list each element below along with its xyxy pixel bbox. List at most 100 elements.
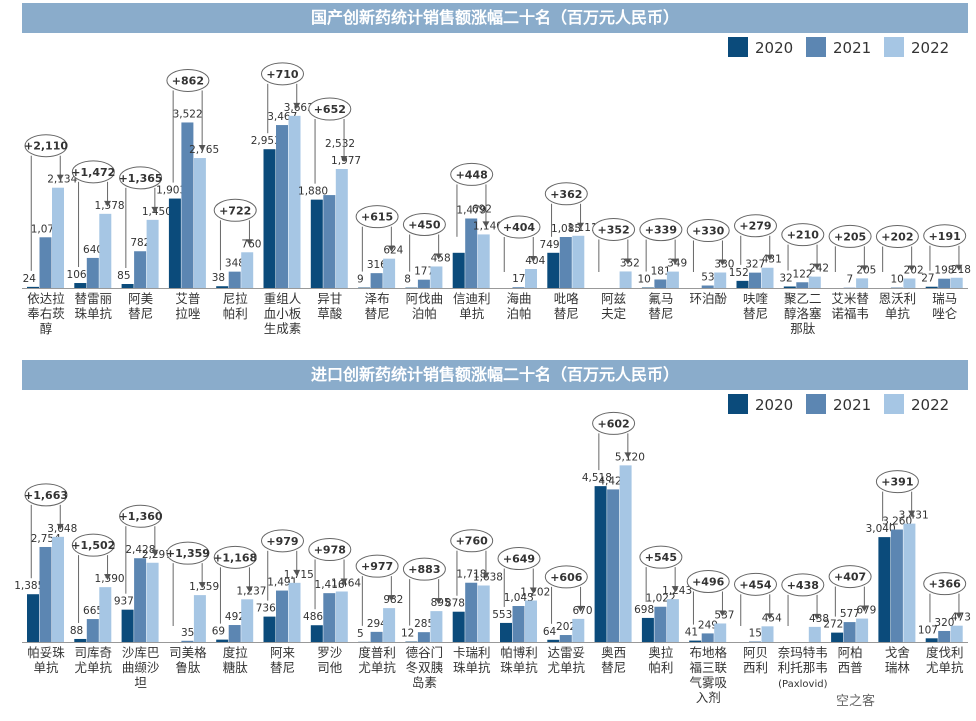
growth-label-16: +438 [787, 579, 819, 592]
bar-2021-5 [276, 590, 288, 642]
value-label-2022-1: 1,578 [95, 200, 125, 212]
category-label-18-line-0: 恩沃利 [879, 291, 917, 306]
value-label-2021-10: 17 [512, 273, 525, 285]
growth-label-17: +205 [834, 230, 866, 243]
value-label-2020-4: 69 [212, 626, 225, 638]
growth-label-2: +1,365 [119, 172, 163, 185]
bar-2021-14 [701, 633, 714, 642]
legend-label-2021: 2021 [833, 396, 871, 414]
bar-2021-5 [276, 125, 288, 289]
category-label-10-line-1: 珠单抗 [500, 660, 538, 675]
category-label-9-line-0: 卡瑞利 [453, 645, 491, 660]
category-label-6-line-0: 异甘 [317, 291, 342, 306]
category-label-3-line-1: 拉唑 [175, 306, 201, 321]
bar-2020-11 [547, 252, 560, 288]
growth-arrow-6 [340, 578, 348, 585]
growth-arrow-11 [577, 605, 585, 612]
category-label-16-line-0: 奈玛特韦 [778, 645, 828, 660]
bar-2021-13 [654, 606, 667, 642]
value-label-2022-5: 3,663 [284, 102, 314, 114]
value-label-2020-3: 1,903 [156, 185, 186, 197]
value-label-2021-7: 294 [367, 618, 387, 630]
category-label-13-line-1: 替尼 [648, 306, 673, 321]
legend-swatch-2021 [806, 37, 826, 57]
domestic-chart-title: 国产创新药统计销售额涨幅二十名（百万元人民币） [22, 3, 968, 33]
category-label-12-line-0: 奥西 [601, 645, 626, 660]
bar-2022-12 [619, 465, 632, 642]
growth-label-10: +404 [503, 221, 536, 234]
bar-2021-9 [465, 218, 478, 288]
bar-2022-6 [335, 591, 348, 642]
value-label-2022-14: 330 [714, 258, 734, 270]
bar-2020-5 [263, 149, 276, 288]
category-label-8-line-1: 泊帕 [412, 306, 437, 321]
growth-arrow-6 [340, 155, 348, 162]
category-label-1-line-0: 替雷丽 [75, 291, 113, 306]
value-label-2020-9: 878 [445, 598, 465, 610]
category-label-12-line-1: 夫定 [601, 306, 626, 321]
bar-2022-13 [666, 599, 679, 642]
bar-2021-9 [465, 582, 478, 642]
category-label-17-line-1: 西普 [838, 660, 863, 675]
category-label-3-line-1: 鲁肽 [175, 660, 201, 675]
growth-bubble-15 [734, 572, 777, 596]
value-label-2022-18: 3,431 [899, 510, 929, 522]
growth-bubble-11 [544, 565, 588, 589]
bar-2020-2 [121, 609, 134, 642]
category-label-19-line-0: 度伐利 [926, 645, 964, 660]
value-label-2020-17: 272 [823, 619, 843, 631]
bar-2020-0 [27, 286, 39, 288]
growth-arrow-8 [435, 598, 443, 605]
category-label-7-line-0: 泽布 [365, 291, 390, 306]
bar-2021-11 [559, 635, 572, 642]
growth-arrow-4 [245, 239, 253, 246]
growth-arrow-8 [435, 253, 443, 260]
category-label-7-line-1: 尤单抗 [358, 660, 396, 675]
bar-2020-16 [783, 286, 796, 288]
growth-bubble-14 [686, 218, 730, 242]
value-label-2020-8: 12 [401, 628, 414, 640]
value-label-2021-11: 202 [556, 621, 576, 633]
value-label-2022-16: 242 [809, 263, 829, 275]
category-label-11-line-0: 吡咯 [554, 291, 580, 306]
growth-label-8: +450 [408, 218, 441, 231]
growth-bubble-9 [450, 162, 494, 186]
bar-2021-8 [417, 279, 430, 288]
growth-label-14: +496 [692, 575, 725, 588]
category-label-5-line-1: 血小板 [264, 306, 302, 321]
growth-bubble-5 [261, 529, 304, 553]
bar-2022-5 [288, 582, 301, 642]
growth-bubble-6 [308, 97, 352, 121]
growth-bubble-13 [639, 545, 683, 569]
growth-label-18: +391 [881, 476, 913, 489]
category-label-14-line-0: 环泊酚 [689, 291, 727, 306]
growth-bubble-18 [875, 470, 919, 494]
growth-arrow-2 [151, 549, 159, 556]
bar-2022-7 [383, 258, 396, 288]
bar-2021-2 [134, 558, 147, 642]
growth-label-4: +1,168 [213, 551, 257, 564]
legend-swatch-2020 [728, 394, 748, 414]
category-label-18-line-1: 单抗 [885, 306, 911, 321]
category-label-0-line-1: 奉右莰 [27, 306, 65, 321]
category-label-17-line-1: 诺福韦 [831, 306, 869, 321]
value-label-2021-2: 782 [130, 237, 150, 249]
growth-bubble-18 [875, 225, 919, 249]
value-label-2022-3: 1,359 [189, 581, 219, 593]
bar-2022-8 [430, 611, 443, 642]
growth-label-13: +339 [645, 224, 677, 237]
growth-label-5: +979 [266, 535, 298, 548]
growth-arrow-18 [908, 265, 916, 272]
category-label-6-line-1: 草酸 [317, 306, 343, 321]
growth-arrow-5 [293, 102, 301, 109]
bar-2022-19 [950, 625, 963, 642]
bar-2020-11 [547, 639, 560, 642]
growth-bubble-9 [450, 529, 494, 553]
bar-2022-11 [572, 618, 585, 642]
growth-arrow-10 [529, 587, 537, 594]
value-label-2021-15: 327 [745, 259, 765, 271]
value-label-2022-13: 349 [667, 258, 687, 270]
legend-label-2020: 2020 [755, 39, 793, 57]
growth-bubble-1 [71, 533, 115, 557]
bar-2022-1 [99, 587, 112, 642]
